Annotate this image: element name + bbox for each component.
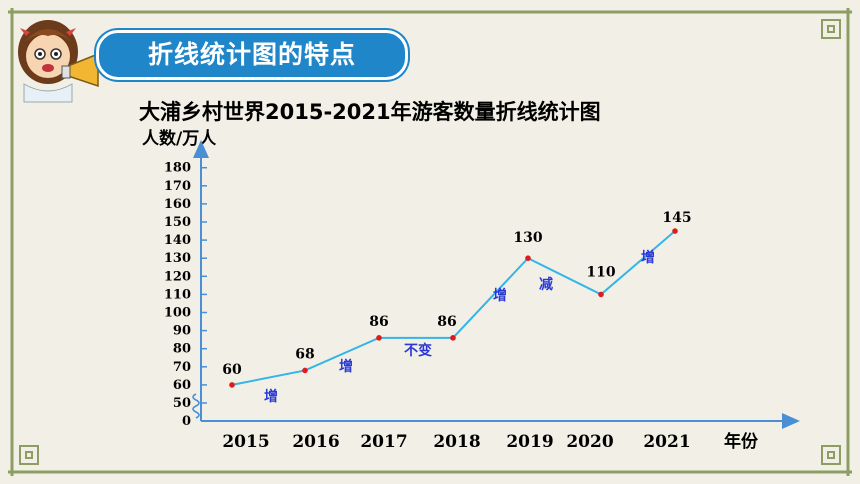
data-point [229,382,235,388]
y-tick-label: 60 [173,378,191,393]
axes [192,140,800,429]
data-point [672,228,678,234]
data-point [376,335,382,341]
data-label: 60 [222,362,242,378]
y-tick-label: 50 [173,396,191,411]
y-tick-label: 120 [164,269,191,284]
section-badge: 折线统计图的特点 [96,30,408,80]
y-tick-label: 100 [164,306,191,321]
y-tick-label: 130 [164,251,191,266]
data-point [525,255,531,261]
mascot-girl-megaphone-icon [18,20,99,103]
series-line [229,228,678,388]
x-axis-label: 年份 [724,431,759,452]
data-label: 110 [586,264,615,280]
x-tick-label: 2019 [506,432,553,452]
change-annotation: 减 [539,276,553,293]
change-annotation: 不变 [404,342,432,359]
axis-break-mark [192,393,200,419]
data-label: 145 [662,210,691,226]
x-tick-label: 2018 [433,432,480,452]
x-tick-label: 2020 [566,432,613,452]
y-tick-label: 170 [164,179,191,194]
change-annotation: 增 [641,249,655,266]
y-ticks: 0 50 60 70 80 90 100 110 120 130 140 150 160 170 180 [164,161,207,429]
change-annotation: 增 [339,358,353,375]
x-tick-label: 2016 [292,432,339,452]
data-point [302,367,308,374]
data-point [450,335,456,341]
chart-title: 大浦乡村世界2015-2021年游客数量折线统计图 [139,100,601,124]
y-tick-label: 70 [173,360,191,375]
y-tick-label: 150 [164,215,191,230]
y-tick-label: 90 [173,324,191,339]
y-tick-label: 160 [164,197,191,212]
y-tick-label: 0 [182,414,191,429]
data-label: 86 [437,314,456,330]
x-ticks: 2015 2016 2017 2018 2019 2020 2021 [222,432,690,452]
y-tick-label: 140 [164,233,191,248]
y-axis-label: 人数/万人 [142,128,217,149]
data-label: 68 [295,346,314,362]
x-tick-label: 2017 [360,432,407,452]
change-annotation: 增 [493,287,507,304]
x-tick-label: 2015 [222,432,269,452]
change-annotation: 增 [264,388,278,405]
data-labels: 60 68 86 86 130 110 145 [222,210,691,378]
y-tick-label: 80 [173,342,191,357]
data-point [598,291,604,298]
x-tick-label: 2021 [643,432,690,452]
y-tick-label: 110 [164,287,191,302]
data-label: 86 [369,314,388,330]
data-label: 130 [513,230,542,246]
y-tick-label: 180 [164,161,191,176]
